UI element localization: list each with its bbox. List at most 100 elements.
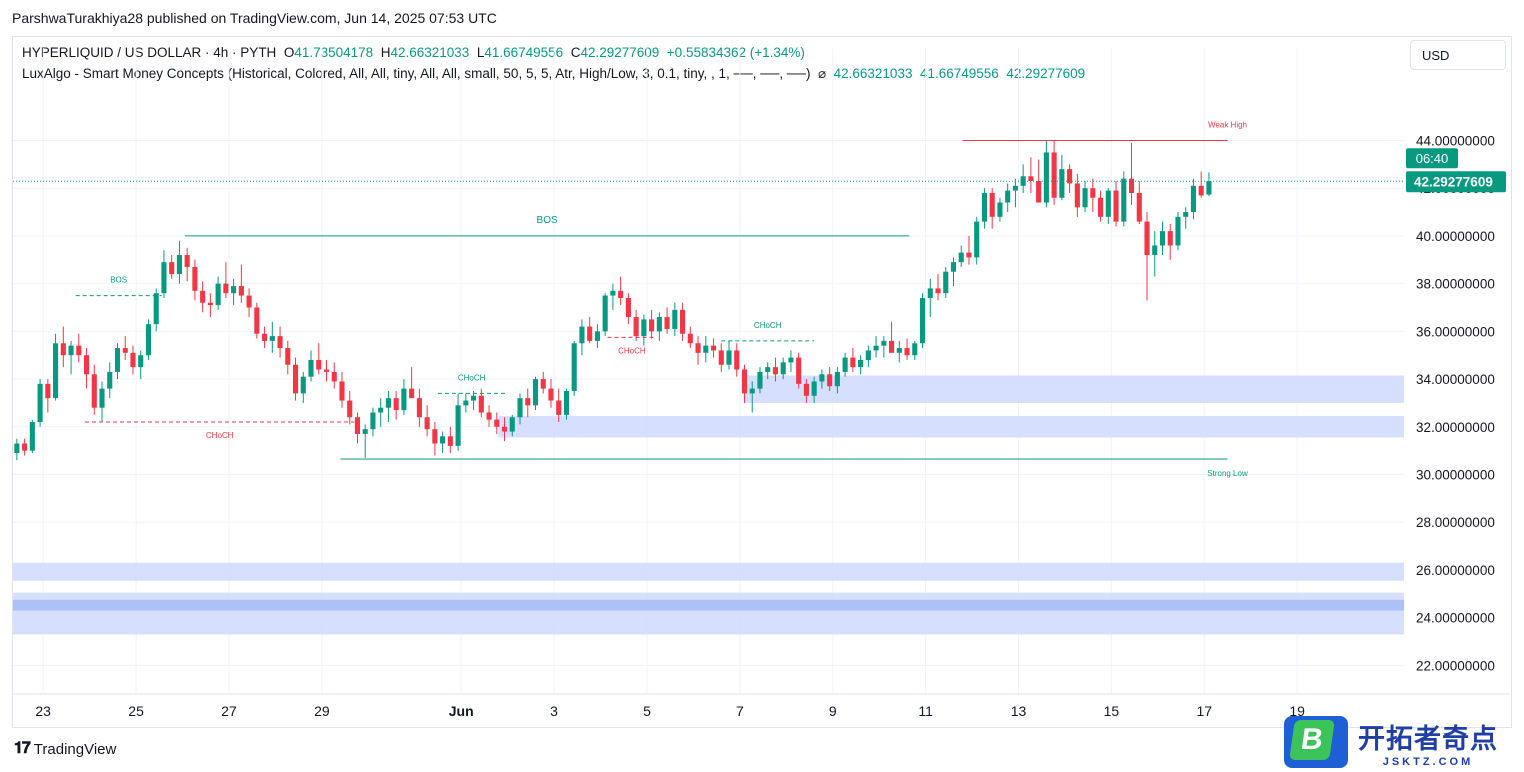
low-value: 41.66749556 — [484, 45, 564, 60]
watermark-logo-icon: B — [1284, 716, 1348, 768]
candle-body — [331, 371, 337, 382]
candle-body — [145, 324, 152, 356]
indicator-title[interactable]: LuxAlgo - Smart Money Concepts (Historic… — [22, 66, 811, 81]
candle-body — [726, 350, 732, 365]
x-tick-label: 9 — [829, 703, 837, 719]
candle-body — [749, 388, 755, 394]
candle-body — [478, 395, 484, 413]
candle-body — [680, 309, 686, 334]
candle-body — [153, 293, 159, 325]
x-tick-label: 7 — [736, 703, 744, 719]
change-value: +0.55834362 (+1.34%) — [666, 45, 805, 60]
x-tick-label: 23 — [35, 703, 51, 719]
candle-body — [447, 436, 453, 446]
candle-body — [1098, 197, 1104, 217]
candle-body — [122, 348, 128, 353]
candle-body — [966, 252, 972, 258]
candle-body — [1020, 176, 1026, 186]
x-tick-label: 25 — [128, 703, 144, 719]
candle-body — [1144, 221, 1150, 256]
candle-body — [579, 326, 585, 344]
candle-body — [1012, 185, 1018, 191]
candle-body — [200, 290, 206, 303]
last-price-tag[interactable] — [1406, 171, 1506, 193]
candle-body — [83, 355, 90, 375]
candle-body — [231, 286, 237, 294]
candle-body — [184, 255, 190, 267]
y-tick-label: 32.00000000 — [1416, 420, 1495, 435]
symbol-title[interactable]: HYPERLIQUID / US DOLLAR · 4h · PYTH — [22, 45, 277, 60]
countdown-tag[interactable] — [1406, 148, 1458, 169]
watermark: B 开拓者奇点 JSKTZ.COM — [1284, 716, 1498, 768]
candle-body — [811, 381, 817, 396]
watermark-badge-letter: B — [1289, 720, 1335, 760]
candle-body — [316, 359, 322, 370]
candle-body — [130, 352, 136, 368]
low-label: L — [476, 45, 485, 60]
candle-body — [765, 367, 771, 372]
candle-body — [1152, 245, 1158, 256]
y-tick-label: 22.00000000 — [1416, 658, 1495, 673]
candle-body — [1051, 152, 1057, 198]
tradingview-footer[interactable]: 𝟏𝟕 TradingView — [14, 740, 116, 758]
candle-body — [161, 262, 167, 294]
candle-body — [718, 350, 724, 365]
candle-body — [60, 343, 66, 356]
candle-body — [362, 429, 368, 434]
candle-body — [594, 331, 600, 341]
candle-body — [772, 367, 779, 375]
candle-body — [1090, 188, 1096, 198]
candle-body — [788, 357, 794, 363]
candle-body — [300, 376, 306, 394]
candle-body — [741, 369, 748, 394]
candle-body — [354, 417, 361, 434]
candle-body — [207, 302, 213, 306]
close-value: 42.29277609 — [580, 45, 660, 60]
candle-body — [409, 388, 415, 399]
candle-body — [912, 343, 918, 356]
candle-body — [819, 374, 825, 382]
watermark-url: JSKTZ.COM — [1382, 755, 1474, 768]
last-price-text: 42.29277609 — [1414, 175, 1493, 190]
candle-body — [1067, 169, 1073, 184]
candle-body — [494, 419, 500, 427]
y-tick-label: 28.00000000 — [1416, 515, 1495, 530]
candle-body — [540, 379, 546, 389]
y-tick-label: 36.00000000 — [1416, 324, 1495, 339]
candle-body — [548, 388, 554, 401]
symbol-legend: HYPERLIQUID / US DOLLAR · 4h · PYTH O41.… — [22, 45, 805, 60]
candle-body — [974, 221, 980, 258]
candle-body — [176, 255, 182, 275]
candle-body — [796, 357, 802, 384]
strong_low-label: Strong Low — [1207, 469, 1248, 478]
y-tick-label: 38.00000000 — [1416, 277, 1495, 292]
candle-body — [68, 345, 74, 356]
y-tick-label: 30.00000000 — [1416, 468, 1495, 483]
candle-body — [1043, 152, 1049, 203]
high-value: 42.66321033 — [390, 45, 470, 60]
candle-body — [308, 359, 314, 377]
candle-body — [471, 395, 477, 401]
candle-body — [1167, 231, 1173, 246]
candle-body — [587, 326, 593, 341]
candle-body — [950, 262, 957, 272]
candle-body — [14, 443, 20, 454]
y-tick-label: 26.00000000 — [1416, 563, 1495, 578]
candle-body — [192, 266, 198, 291]
indicator-legend: LuxAlgo - Smart Money Concepts (Historic… — [22, 66, 1085, 82]
candle-body — [509, 417, 515, 432]
candle-body — [997, 202, 1003, 217]
candle-body — [1190, 185, 1197, 213]
chart-frame — [12, 36, 1512, 728]
candle-body — [1121, 178, 1127, 222]
candle-body — [114, 348, 121, 372]
candle-body — [919, 297, 926, 344]
y-tick-label: 34.00000000 — [1416, 372, 1495, 387]
candle-body — [99, 388, 105, 408]
candle-body — [1183, 212, 1189, 217]
currency-button[interactable]: USD — [1410, 40, 1506, 70]
candle-body — [827, 374, 833, 387]
candle-body — [649, 319, 655, 332]
candle-body — [858, 359, 864, 368]
